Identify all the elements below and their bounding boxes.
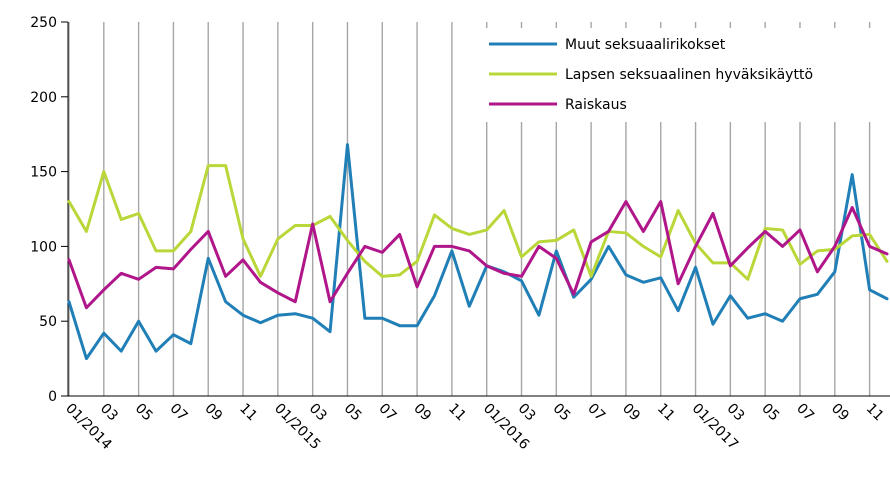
x-tick-label: 05 [758, 401, 782, 425]
y-tick-label: 250 [30, 15, 57, 31]
y-tick-label: 150 [30, 165, 57, 181]
x-tick-label: 07 [793, 401, 817, 425]
gridlines [68, 22, 871, 396]
x-tick-label: 05 [132, 401, 156, 425]
x-tick-label: 07 [167, 401, 191, 425]
series-line [67, 143, 889, 361]
y-tick-label: 100 [30, 239, 57, 255]
series-line [67, 200, 889, 310]
series-lines [67, 143, 889, 361]
legend-label: Raiskaus [565, 97, 627, 113]
x-tick-label: 11 [236, 401, 260, 425]
x-tick-label: 05 [549, 401, 573, 425]
x-tick-label: 03 [97, 401, 121, 425]
legend: Muut seksuaalirikokset Lapsen seksuaaline… [486, 28, 890, 122]
x-tick-label: 09 [201, 401, 225, 425]
x-tick-label: 09 [410, 401, 434, 425]
x-tick-label: 07 [375, 401, 399, 425]
series-line [67, 164, 889, 281]
x-tick-label: 05 [341, 401, 365, 425]
x-tick-label: 03 [515, 401, 539, 425]
x-tick-label: 11 [863, 401, 887, 425]
legend-label: Muut seksuaalirikokset [565, 37, 726, 53]
y-tick-label: 200 [30, 90, 57, 106]
x-tick-label: 03 [306, 401, 330, 425]
y-tick-label: 50 [39, 314, 57, 330]
y-tick-label: 0 [48, 389, 57, 405]
x-tick-label: 09 [619, 401, 643, 425]
x-tick-label: 07 [584, 401, 608, 425]
x-tick-label: 09 [828, 401, 852, 425]
x-tick-label: 11 [445, 401, 469, 425]
legend-label: Lapsen seksuaalinen hyväksikäyttö [565, 67, 813, 83]
x-tick-label: 11 [654, 401, 678, 425]
x-tick-label: 03 [724, 401, 748, 425]
